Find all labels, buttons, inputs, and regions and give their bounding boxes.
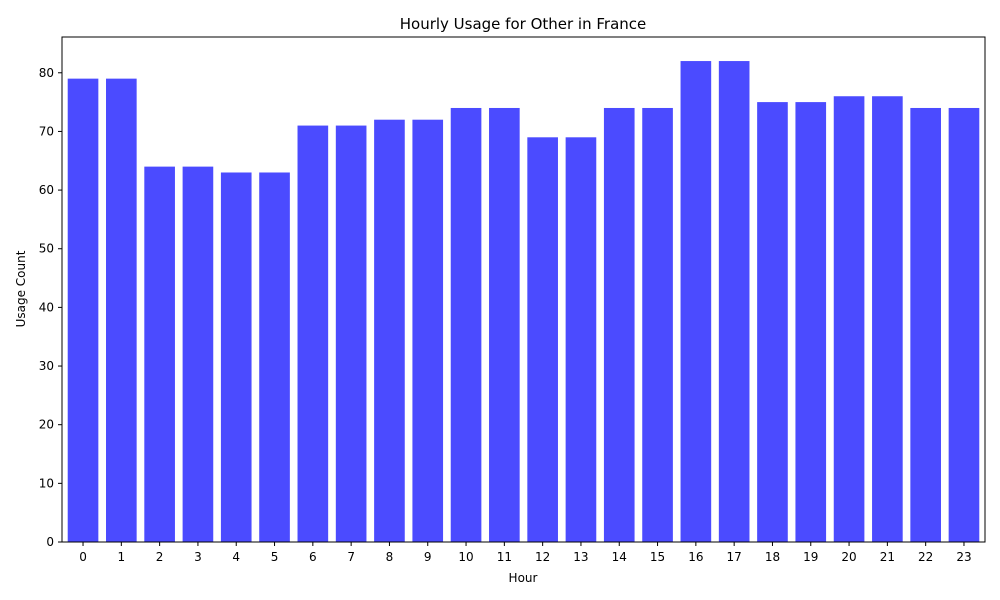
x-tick-label: 3 bbox=[194, 550, 202, 564]
bar-hour-15 bbox=[642, 107, 673, 542]
x-tick-label: 21 bbox=[880, 550, 895, 564]
bar-hour-9 bbox=[412, 119, 444, 542]
bar-hour-19 bbox=[795, 102, 827, 542]
bar-hour-3 bbox=[182, 166, 214, 542]
x-tick-label: 10 bbox=[458, 550, 473, 564]
y-tick-label: 50 bbox=[39, 242, 54, 256]
bar-hour-21 bbox=[872, 96, 903, 543]
x-tick-label: 12 bbox=[535, 550, 550, 564]
y-tick-label: 80 bbox=[39, 66, 54, 80]
x-tick-label: 7 bbox=[347, 550, 355, 564]
bar-hour-18 bbox=[757, 102, 788, 542]
y-tick-label: 30 bbox=[39, 359, 54, 373]
bar-hour-1 bbox=[106, 78, 137, 542]
bar-hour-16 bbox=[680, 61, 712, 543]
y-tick-label: 60 bbox=[39, 183, 54, 197]
y-axis-label: Usage Count bbox=[14, 250, 28, 327]
x-axis: 0 1 2 3 4 5 6 7 8 9 10 11 12 13 14 15 16 17 18 19 20 21 22 23 bbox=[79, 542, 972, 564]
bar-hour-11 bbox=[489, 107, 520, 542]
bars-group bbox=[67, 61, 980, 543]
x-tick-label: 14 bbox=[612, 550, 627, 564]
y-tick-label: 70 bbox=[39, 124, 54, 138]
plot-frame bbox=[61, 36, 986, 543]
bar-hour-0 bbox=[67, 78, 99, 542]
x-axis-label: Hour bbox=[509, 571, 538, 585]
x-tick-label: 1 bbox=[118, 550, 126, 564]
bar-hour-17 bbox=[718, 61, 750, 543]
bar-hour-5 bbox=[259, 172, 290, 543]
bar-hour-12 bbox=[527, 137, 558, 543]
x-tick-label: 15 bbox=[650, 550, 665, 564]
bar-hour-6 bbox=[297, 125, 329, 542]
x-tick-label: 16 bbox=[688, 550, 703, 564]
x-tick-label: 5 bbox=[271, 550, 279, 564]
x-tick-label: 0 bbox=[79, 550, 87, 564]
y-tick-label: 10 bbox=[39, 476, 54, 490]
bar-hour-2 bbox=[144, 166, 175, 542]
x-tick-label: 13 bbox=[573, 550, 588, 564]
bar-hour-14 bbox=[603, 107, 635, 542]
bar-hour-23 bbox=[948, 107, 980, 542]
bar-hour-8 bbox=[374, 119, 405, 542]
x-tick-label: 20 bbox=[841, 550, 856, 564]
bar-hour-7 bbox=[335, 125, 367, 542]
bar-hour-10 bbox=[450, 107, 482, 542]
bar-hour-13 bbox=[565, 137, 597, 543]
bar-hour-20 bbox=[833, 96, 865, 543]
y-axis: 0 10 20 30 40 50 60 70 80 bbox=[39, 66, 62, 549]
chart-title: Hourly Usage for Other in France bbox=[400, 15, 647, 33]
x-tick-label: 6 bbox=[309, 550, 317, 564]
x-tick-label: 17 bbox=[727, 550, 742, 564]
x-tick-label: 22 bbox=[918, 550, 933, 564]
x-tick-label: 19 bbox=[803, 550, 818, 564]
x-tick-label: 18 bbox=[765, 550, 780, 564]
x-tick-label: 9 bbox=[424, 550, 432, 564]
x-tick-label: 8 bbox=[386, 550, 394, 564]
x-tick-label: 2 bbox=[156, 550, 164, 564]
y-tick-label: 0 bbox=[46, 535, 54, 549]
bar-hour-4 bbox=[220, 172, 252, 543]
y-tick-label: 20 bbox=[39, 418, 54, 432]
x-tick-label: 11 bbox=[497, 550, 512, 564]
x-tick-label: 4 bbox=[232, 550, 240, 564]
x-tick-label: 23 bbox=[956, 550, 971, 564]
y-tick-label: 40 bbox=[39, 300, 54, 314]
bar-hour-22 bbox=[910, 107, 941, 542]
